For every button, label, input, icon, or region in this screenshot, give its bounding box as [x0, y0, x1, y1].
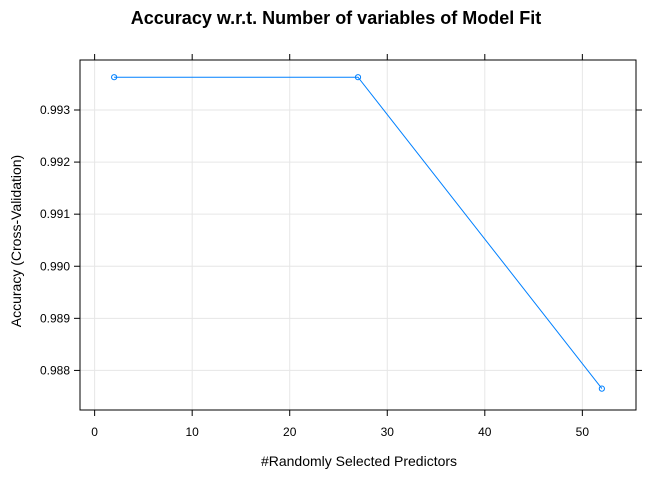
plot-frame [79, 59, 637, 411]
x-tick-label: 30 [381, 425, 395, 439]
data-point [598, 385, 605, 392]
chart-title: Accuracy w.r.t. Number of variables of M… [131, 8, 541, 28]
plot-area [111, 74, 605, 392]
y-tick-label: 0.988 [40, 363, 70, 377]
y-tick-label: 0.992 [40, 155, 70, 169]
x-tick-label: 40 [478, 425, 492, 439]
y-tick-label: 0.991 [40, 207, 70, 221]
x-tick-label: 10 [185, 425, 199, 439]
x-tick-label: 0 [91, 425, 98, 439]
data-point [354, 74, 362, 81]
series-line [114, 76, 603, 389]
grid-lines [80, 60, 636, 410]
data-point [111, 74, 118, 81]
x-tick-label: 50 [576, 425, 590, 439]
y-tick-label: 0.993 [40, 103, 70, 117]
x-tick-label: 20 [283, 425, 297, 439]
axis-ticks: 0 10 20 30 40 50 0.988 0.989 0.990 0.991 0.992 0.99… [40, 54, 642, 439]
y-tick-label: 0.990 [40, 259, 70, 273]
x-axis-label: #Randomly Selected Predictors [261, 453, 457, 469]
y-axis-label: Accuracy (Cross-Validation) [8, 155, 24, 327]
y-tick-label: 0.989 [40, 311, 70, 325]
